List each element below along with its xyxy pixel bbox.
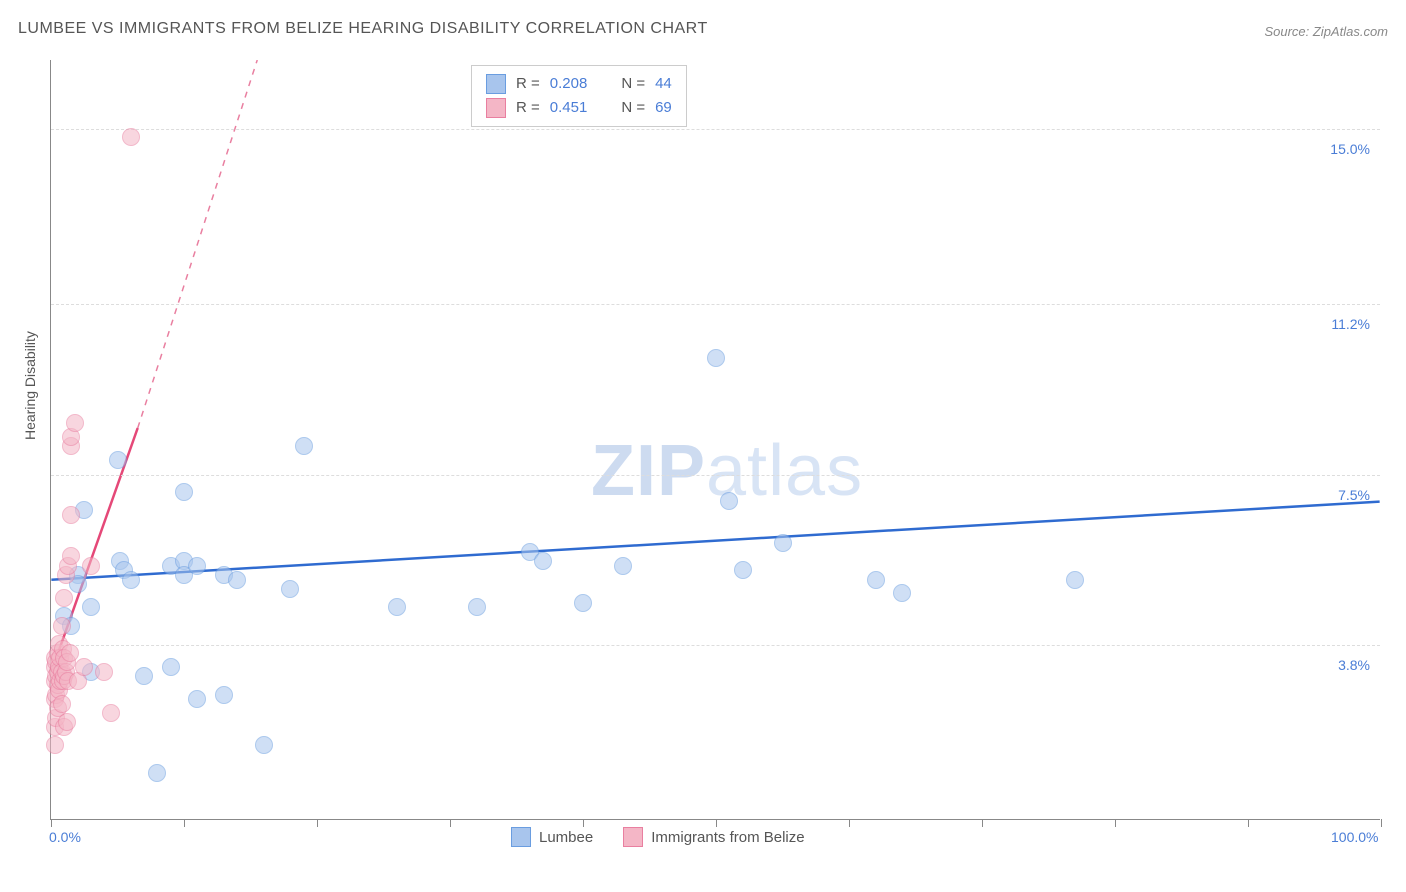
trend-lines-layer [51, 60, 1380, 819]
x-tick-label: 100.0% [1331, 829, 1378, 845]
x-tick [1115, 819, 1116, 827]
y-tick-label: 11.2% [1331, 316, 1370, 332]
x-tick [982, 819, 983, 827]
data-point-lumbee [720, 492, 738, 510]
legend-swatch [486, 98, 506, 118]
x-tick [317, 819, 318, 827]
data-point-lumbee [893, 584, 911, 602]
data-point-lumbee [707, 349, 725, 367]
data-point-lumbee [295, 437, 313, 455]
legend-swatch [486, 74, 506, 94]
legend-series-label: Lumbee [539, 829, 593, 846]
data-point-belize [75, 658, 93, 676]
y-tick-label: 15.0% [1330, 141, 1370, 157]
data-point-belize [95, 663, 113, 681]
data-point-lumbee [574, 594, 592, 612]
data-point-belize [62, 506, 80, 524]
legend-swatch [511, 827, 531, 847]
data-point-lumbee [188, 690, 206, 708]
data-point-lumbee [109, 451, 127, 469]
source-attribution: Source: ZipAtlas.com [1264, 24, 1388, 39]
x-tick [450, 819, 451, 827]
data-point-belize [61, 644, 79, 662]
legend-stats-row: R = 0.208 N = 44 [486, 72, 672, 96]
data-point-lumbee [148, 764, 166, 782]
r-label: R = [516, 96, 540, 120]
legend-series-item: Immigrants from Belize [623, 827, 804, 847]
data-point-lumbee [228, 571, 246, 589]
data-point-belize [53, 695, 71, 713]
data-point-lumbee [135, 667, 153, 685]
y-tick-label: 3.8% [1338, 657, 1370, 673]
data-point-lumbee [774, 534, 792, 552]
data-point-lumbee [175, 483, 193, 501]
data-point-lumbee [614, 557, 632, 575]
legend-stats-row: R = 0.451 N = 69 [486, 96, 672, 120]
data-point-belize [58, 713, 76, 731]
x-tick-label: 0.0% [49, 829, 81, 845]
data-point-lumbee [82, 598, 100, 616]
data-point-lumbee [255, 736, 273, 754]
x-tick [583, 819, 584, 827]
legend-series-label: Immigrants from Belize [651, 829, 804, 846]
r-value: 0.451 [550, 96, 588, 120]
legend-series: Lumbee Immigrants from Belize [511, 827, 805, 847]
data-point-belize [102, 704, 120, 722]
data-point-belize [66, 414, 84, 432]
n-value: 69 [655, 96, 672, 120]
plot-area: ZIPatlas R =0.208N =44R =0.451N =69 Lumb… [50, 60, 1380, 820]
x-tick [716, 819, 717, 827]
data-point-belize [122, 128, 140, 146]
trend-line [51, 502, 1379, 580]
gridline-h [51, 304, 1380, 305]
legend-series-item: Lumbee [511, 827, 593, 847]
data-point-lumbee [162, 658, 180, 676]
x-tick [184, 819, 185, 827]
y-tick-label: 7.5% [1338, 487, 1370, 503]
gridline-h [51, 645, 1380, 646]
data-point-lumbee [188, 557, 206, 575]
data-point-lumbee [122, 571, 140, 589]
r-label: R = [516, 72, 540, 96]
gridline-h [51, 475, 1380, 476]
x-tick [1381, 819, 1382, 827]
data-point-belize [53, 617, 71, 635]
data-point-lumbee [534, 552, 552, 570]
n-label: N = [621, 72, 645, 96]
legend-stats: R = 0.208 N = 44 R = 0.451 N = 69 [471, 65, 687, 127]
data-point-lumbee [388, 598, 406, 616]
n-label: N = [621, 96, 645, 120]
y-axis-label: Hearing Disability [22, 331, 38, 440]
data-point-lumbee [215, 686, 233, 704]
data-point-lumbee [867, 571, 885, 589]
data-point-belize [46, 736, 64, 754]
x-tick [849, 819, 850, 827]
x-tick [51, 819, 52, 827]
data-point-lumbee [1066, 571, 1084, 589]
n-value: 44 [655, 72, 672, 96]
gridline-h [51, 129, 1380, 130]
data-point-belize [82, 557, 100, 575]
data-point-lumbee [281, 580, 299, 598]
legend-swatch [623, 827, 643, 847]
data-point-belize [62, 547, 80, 565]
trend-line [138, 60, 258, 428]
chart-title: LUMBEE VS IMMIGRANTS FROM BELIZE HEARING… [18, 20, 708, 38]
data-point-lumbee [734, 561, 752, 579]
data-point-belize [55, 589, 73, 607]
r-value: 0.208 [550, 72, 588, 96]
x-tick [1248, 819, 1249, 827]
data-point-lumbee [468, 598, 486, 616]
